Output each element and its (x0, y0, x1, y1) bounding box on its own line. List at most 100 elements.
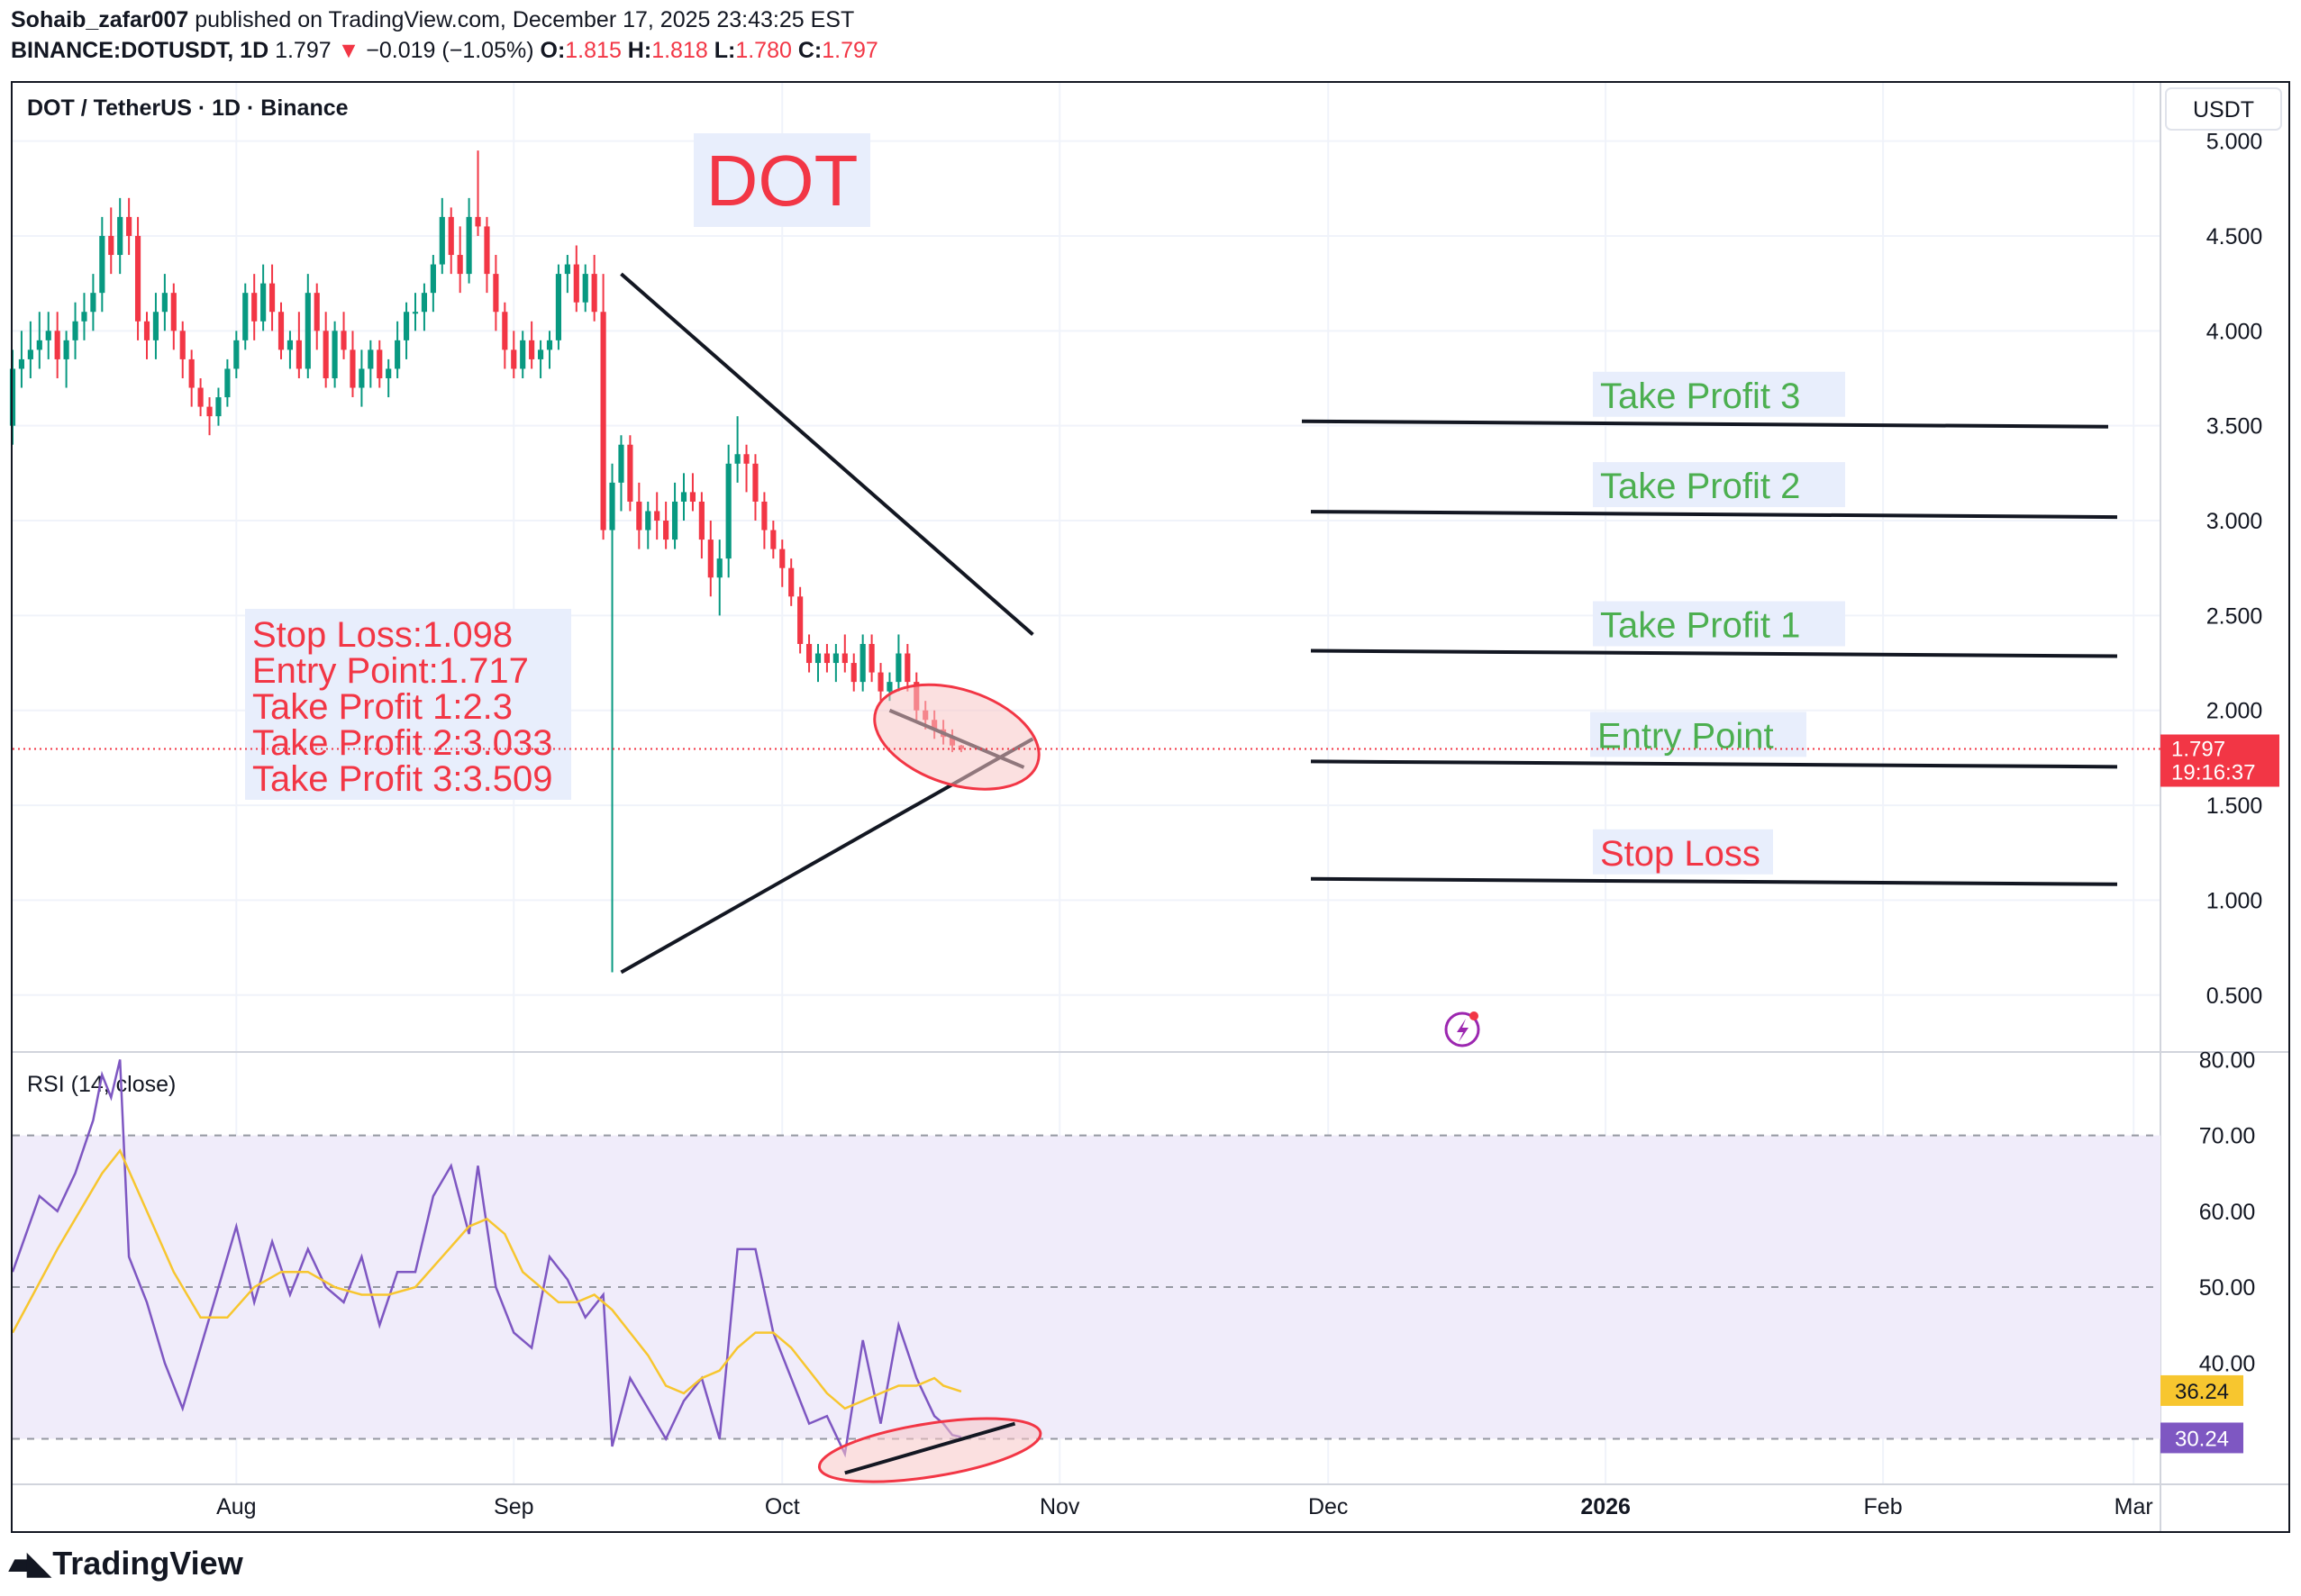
candle (242, 283, 249, 350)
candle-body (671, 501, 678, 540)
candle (850, 653, 857, 692)
candle (859, 634, 866, 692)
candle (841, 634, 848, 673)
candle-body (743, 454, 750, 464)
candle (332, 321, 338, 388)
candle (896, 634, 902, 692)
candle (636, 482, 642, 549)
candle-body (878, 672, 884, 692)
candle (215, 387, 222, 426)
trade-level-label: Stop Loss (1600, 834, 1760, 874)
candle-body (797, 596, 804, 644)
symbol-line: BINANCE:DOTUSDT, 1D (11, 38, 269, 63)
candle-body (27, 349, 33, 359)
candles (9, 150, 965, 973)
candle-body (779, 549, 786, 568)
price-tick-label: 2.000 (2206, 699, 2263, 724)
candle-body (286, 340, 294, 350)
publish-info: Sohaib_zafar007 published on TradingView… (11, 7, 854, 33)
rsi-ma-line (11, 1148, 962, 1410)
candle (671, 482, 678, 549)
candle (314, 283, 320, 350)
candle (689, 473, 696, 512)
trade-note-line: Take Profit 3:3.509 (252, 759, 553, 799)
author-name[interactable]: Sohaib_zafar007 (11, 7, 189, 32)
candle-body (752, 463, 759, 502)
trade-level-line (1310, 510, 2118, 520)
candle-body (654, 511, 660, 521)
candle (134, 216, 141, 340)
candle-body (475, 216, 481, 227)
candle (9, 349, 16, 445)
candle-body (832, 653, 839, 664)
candle (457, 226, 463, 294)
candle-body (564, 264, 570, 275)
candle (520, 331, 526, 378)
candle (555, 264, 562, 350)
candle-body (439, 216, 445, 265)
candle (493, 255, 499, 331)
price-tick-label: 1.000 (2206, 888, 2263, 913)
candle-body (645, 511, 651, 530)
candle-body (520, 340, 526, 369)
candle-body (152, 312, 159, 340)
candle-body (770, 530, 777, 549)
candle-body (54, 331, 60, 359)
candle-body (814, 653, 822, 664)
candle (511, 331, 517, 378)
candle-body (161, 293, 168, 313)
candle-body (332, 331, 338, 378)
candle (99, 216, 105, 313)
candle-body (359, 368, 365, 388)
price-tick-label: 3.000 (2206, 509, 2263, 534)
candle (698, 492, 705, 559)
candle-body (537, 349, 544, 359)
candle (725, 444, 732, 578)
candle-body (466, 216, 472, 275)
lightning-icon[interactable] (1444, 1011, 1480, 1047)
candle-body (143, 321, 150, 340)
chart-title: DOT / TetherUS · 1D · Binance (27, 95, 349, 121)
candle-body (636, 501, 642, 530)
time-tick-label: Sep (494, 1494, 533, 1519)
candle-body (859, 643, 866, 683)
candle-body (260, 283, 267, 322)
candle-body (707, 540, 714, 578)
candle (573, 245, 579, 313)
candle (770, 521, 777, 559)
candle (869, 634, 875, 683)
candle (421, 283, 428, 331)
footer-brand[interactable]: ▰◣ TradingView (9, 1545, 243, 1582)
candle (878, 663, 884, 702)
candle-body (484, 226, 490, 275)
trade-level-line (1310, 648, 2118, 658)
price-tick-label: 3.500 (2206, 414, 2263, 440)
candle-body (134, 235, 141, 322)
price-tick-label: 4.000 (2206, 319, 2263, 344)
candle-body (341, 331, 347, 350)
candle-body (457, 255, 463, 275)
close-value: 1.797 (822, 38, 878, 63)
candle (179, 321, 186, 378)
candle (797, 586, 804, 654)
down-arrow-icon: ▼ (337, 38, 360, 63)
low-value: 1.780 (735, 38, 792, 63)
candle (350, 331, 356, 398)
candle-body (108, 235, 114, 256)
candle-body (698, 501, 705, 540)
candle-body (206, 406, 213, 417)
brand-text: TradingView (52, 1545, 243, 1582)
candle-body (609, 482, 615, 530)
tradingview-logo-icon: ▰◣ (9, 1546, 50, 1581)
currency-button[interactable]: USDT (2165, 87, 2282, 131)
candle (475, 150, 481, 236)
candle (448, 207, 454, 275)
candle (260, 264, 267, 331)
candle (36, 312, 42, 369)
candle (564, 255, 570, 294)
candle (18, 331, 25, 388)
candle-body (90, 293, 96, 313)
candle (466, 197, 472, 284)
candle (277, 302, 285, 359)
